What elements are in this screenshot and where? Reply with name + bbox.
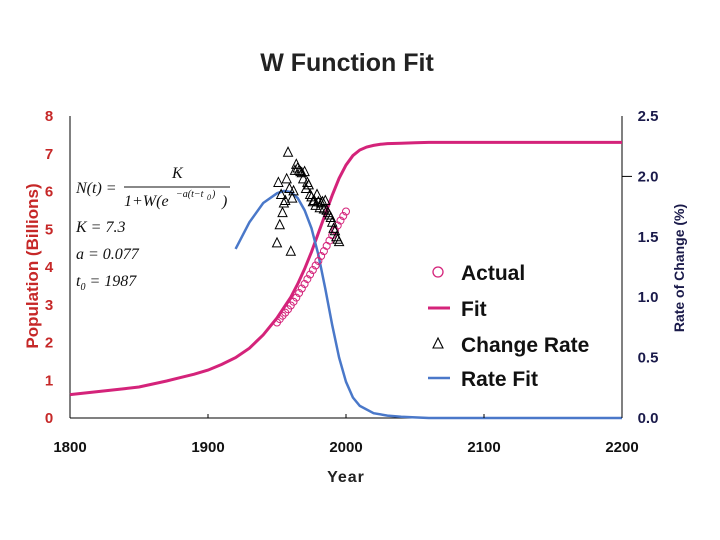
actual-point <box>336 216 345 225</box>
actual-point <box>342 207 350 216</box>
legend-actual-marker <box>432 266 444 278</box>
equation-exponent-close: ) <box>211 189 216 200</box>
actual-point <box>295 289 304 298</box>
actual-point <box>289 297 298 306</box>
change-rate-point <box>281 172 292 184</box>
series-fit-line <box>69 140 622 397</box>
y2-axis-label: Rate of Change (%) <box>671 204 687 332</box>
change-rate-point <box>282 146 294 157</box>
change-rate-point <box>274 218 286 230</box>
y-tick-label: 8 <box>45 108 53 125</box>
y2-tick-label: 2.5 <box>638 108 659 125</box>
equation-lhs: N(t) = <box>75 180 117 197</box>
legend-actual-label: Actual <box>461 262 525 285</box>
series-actual-points <box>273 207 350 327</box>
change-rate-point <box>273 176 284 187</box>
change-rate-point <box>286 192 298 203</box>
equation-exponent: −a(t−t <box>176 189 204 200</box>
series-change-rate-points <box>271 146 345 256</box>
legend-change-rate-marker <box>432 336 444 349</box>
legend-fit-label: Fit <box>461 298 487 321</box>
equation-denominator-a: 1+W(e <box>124 193 169 210</box>
change-rate-point <box>303 178 315 190</box>
x-tick-label: 1900 <box>191 439 224 456</box>
y-tick-label: 4 <box>45 259 54 276</box>
equation-a: a = 0.077 <box>76 246 140 263</box>
equation-t0: t0 = 1987 <box>76 273 137 293</box>
change-rate-point <box>288 184 299 196</box>
equation-exponent-sub: 0 <box>207 193 211 202</box>
legend: Actual Fit Change Rate Rate Fit <box>428 262 589 391</box>
x-tick-label: 1800 <box>53 439 86 456</box>
change-rate-point <box>318 202 330 214</box>
actual-point <box>306 270 315 279</box>
x-axis-label: Year <box>327 469 365 486</box>
change-rate-point <box>300 182 312 193</box>
actual-point <box>297 284 306 293</box>
chart-title: W Function Fit <box>260 49 434 77</box>
change-rate-point <box>275 188 287 200</box>
equation-denominator-b: ) <box>221 193 227 210</box>
equation-block: N(t) = K 1+W(e −a(t−t 0 ) ) K = 7.3 a = … <box>75 165 230 293</box>
x-tick-label: 2100 <box>467 439 500 456</box>
legend-rate-fit-label: Rate Fit <box>461 368 538 391</box>
x-tick-label: 2000 <box>329 439 362 456</box>
y2-tick-label: 1.0 <box>638 289 659 306</box>
y2-tick-label: 0.0 <box>638 410 659 427</box>
change-rate-point <box>333 235 345 247</box>
equation-k: K = 7.3 <box>75 219 125 236</box>
actual-point <box>300 279 309 288</box>
change-rate-point <box>285 245 297 256</box>
actual-point <box>339 212 348 221</box>
y-axis-label: Population (Billions) <box>23 183 42 348</box>
actual-point <box>311 261 320 270</box>
series-rate-fit-line <box>234 189 622 420</box>
y2-tick-label: 2.0 <box>638 168 659 185</box>
y2-tick-label: 0.5 <box>638 350 659 367</box>
y-tick-label: 6 <box>45 184 53 201</box>
actual-point <box>314 256 323 265</box>
x-tick-label: 2200 <box>605 439 638 456</box>
y-tick-label: 0 <box>45 410 53 427</box>
y-tick-label: 3 <box>45 297 53 314</box>
y2-tick-label: 1.5 <box>638 229 659 246</box>
y-tick-label: 1 <box>45 372 53 389</box>
change-rate-point <box>315 196 327 208</box>
actual-point <box>303 275 312 284</box>
change-rate-point <box>297 172 309 184</box>
change-rate-point <box>271 236 283 248</box>
y-tick-label: 2 <box>45 335 53 352</box>
change-rate-point <box>319 194 331 206</box>
change-rate-point <box>284 182 295 193</box>
actual-point <box>317 252 326 261</box>
change-rate-point <box>279 194 291 206</box>
change-rate-point <box>299 165 310 177</box>
y-tick-label: 5 <box>45 221 53 238</box>
change-rate-point <box>277 206 288 218</box>
legend-change-rate-label: Change Rate <box>461 334 589 357</box>
change-rate-point <box>325 211 337 222</box>
actual-point <box>292 293 301 302</box>
y-tick-label: 7 <box>45 146 53 163</box>
actual-point <box>308 266 317 275</box>
equation-numerator: K <box>171 165 184 182</box>
